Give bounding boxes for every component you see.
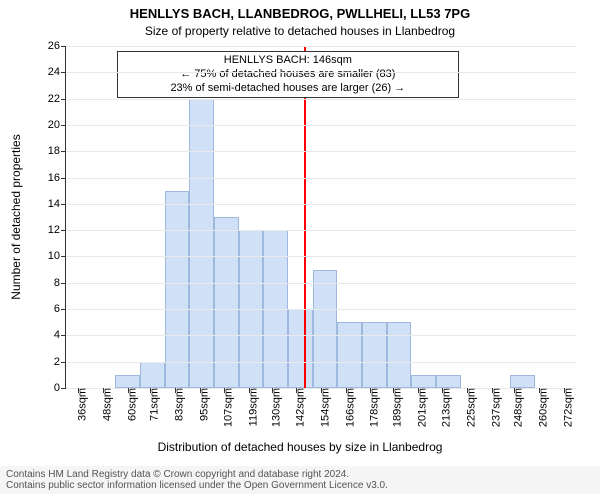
x-tick-label: 225sqm <box>462 388 478 427</box>
footer-line-2: Contains public sector information licen… <box>6 480 594 491</box>
y-tick-label: 0 <box>54 382 66 394</box>
x-tick-label: 130sqm <box>266 388 282 427</box>
x-tick-label: 272sqm <box>558 388 574 427</box>
gridline <box>66 46 576 47</box>
gridline <box>66 72 576 73</box>
histogram-bar <box>362 322 387 388</box>
x-tick-label: 36sqm <box>73 388 89 421</box>
plot-area: HENLLYS BACH: 146sqm← 75% of detached ho… <box>65 46 576 389</box>
y-tick-label: 2 <box>54 356 66 368</box>
x-tick-label: 237sqm <box>486 388 502 427</box>
x-tick-label: 260sqm <box>533 388 549 427</box>
y-tick-label: 24 <box>48 66 66 78</box>
y-tick-label: 26 <box>48 40 66 52</box>
x-tick-label: 107sqm <box>219 388 235 427</box>
histogram-bar <box>411 375 436 388</box>
info-box-line: 23% of semi-detached houses are larger (… <box>122 82 454 96</box>
x-tick-label: 201sqm <box>412 388 428 427</box>
x-tick-label: 119sqm <box>244 388 260 426</box>
x-tick-label: 83sqm <box>169 388 185 421</box>
info-box-line: HENLLYS BACH: 146sqm <box>122 54 454 68</box>
gridline <box>66 256 576 257</box>
y-tick-label: 22 <box>48 93 66 105</box>
footer-line-1: Contains HM Land Registry data © Crown c… <box>6 469 594 480</box>
gridline <box>66 230 576 231</box>
x-axis-label: Distribution of detached houses by size … <box>0 440 600 454</box>
x-tick-label: 60sqm <box>122 388 138 421</box>
histogram-bar <box>288 309 313 388</box>
x-tick-label: 189sqm <box>387 388 403 427</box>
y-tick-label: 14 <box>48 198 66 210</box>
y-tick-label: 20 <box>48 119 66 131</box>
y-tick-label: 12 <box>48 224 66 236</box>
x-tick-label: 178sqm <box>365 388 381 427</box>
y-tick-label: 4 <box>54 329 66 341</box>
x-tick-label: 71sqm <box>145 388 161 421</box>
info-box-line: ← 75% of detached houses are smaller (83… <box>122 68 454 82</box>
property-size-chart: HENLLYS BACH, LLANBEDROG, PWLLHELI, LL53… <box>0 0 600 500</box>
gridline <box>66 309 576 310</box>
y-tick-label: 8 <box>54 277 66 289</box>
gridline <box>66 178 576 179</box>
y-axis-label: Number of detached properties <box>9 134 23 299</box>
y-tick-label: 16 <box>48 172 66 184</box>
histogram-bar <box>337 322 362 388</box>
histogram-bar <box>115 375 140 388</box>
y-tick-label: 18 <box>48 145 66 157</box>
gridline <box>66 362 576 363</box>
y-tick-label: 10 <box>48 250 66 262</box>
gridline <box>66 151 576 152</box>
y-tick-label: 6 <box>54 303 66 315</box>
histogram-bar <box>313 270 338 388</box>
gridline <box>66 335 576 336</box>
footer: Contains HM Land Registry data © Crown c… <box>0 466 600 494</box>
histogram-bar <box>510 375 535 388</box>
x-tick-label: 154sqm <box>316 388 332 427</box>
histogram-bar <box>436 375 461 388</box>
x-tick-label: 213sqm <box>437 388 453 427</box>
gridline <box>66 99 576 100</box>
gridline <box>66 283 576 284</box>
histogram-bar <box>165 191 190 388</box>
histogram-bar <box>189 99 214 388</box>
histogram-bar <box>140 362 165 388</box>
x-tick-label: 248sqm <box>509 388 525 427</box>
histogram-bar <box>387 322 412 388</box>
chart-title: HENLLYS BACH, LLANBEDROG, PWLLHELI, LL53… <box>0 6 600 21</box>
gridline <box>66 125 576 126</box>
x-tick-label: 48sqm <box>98 388 114 421</box>
x-tick-label: 95sqm <box>194 388 210 421</box>
info-box: HENLLYS BACH: 146sqm← 75% of detached ho… <box>117 51 459 98</box>
chart-subtitle: Size of property relative to detached ho… <box>0 24 600 38</box>
gridline <box>66 204 576 205</box>
x-tick-label: 166sqm <box>340 388 356 427</box>
x-tick-label: 142sqm <box>291 388 307 427</box>
